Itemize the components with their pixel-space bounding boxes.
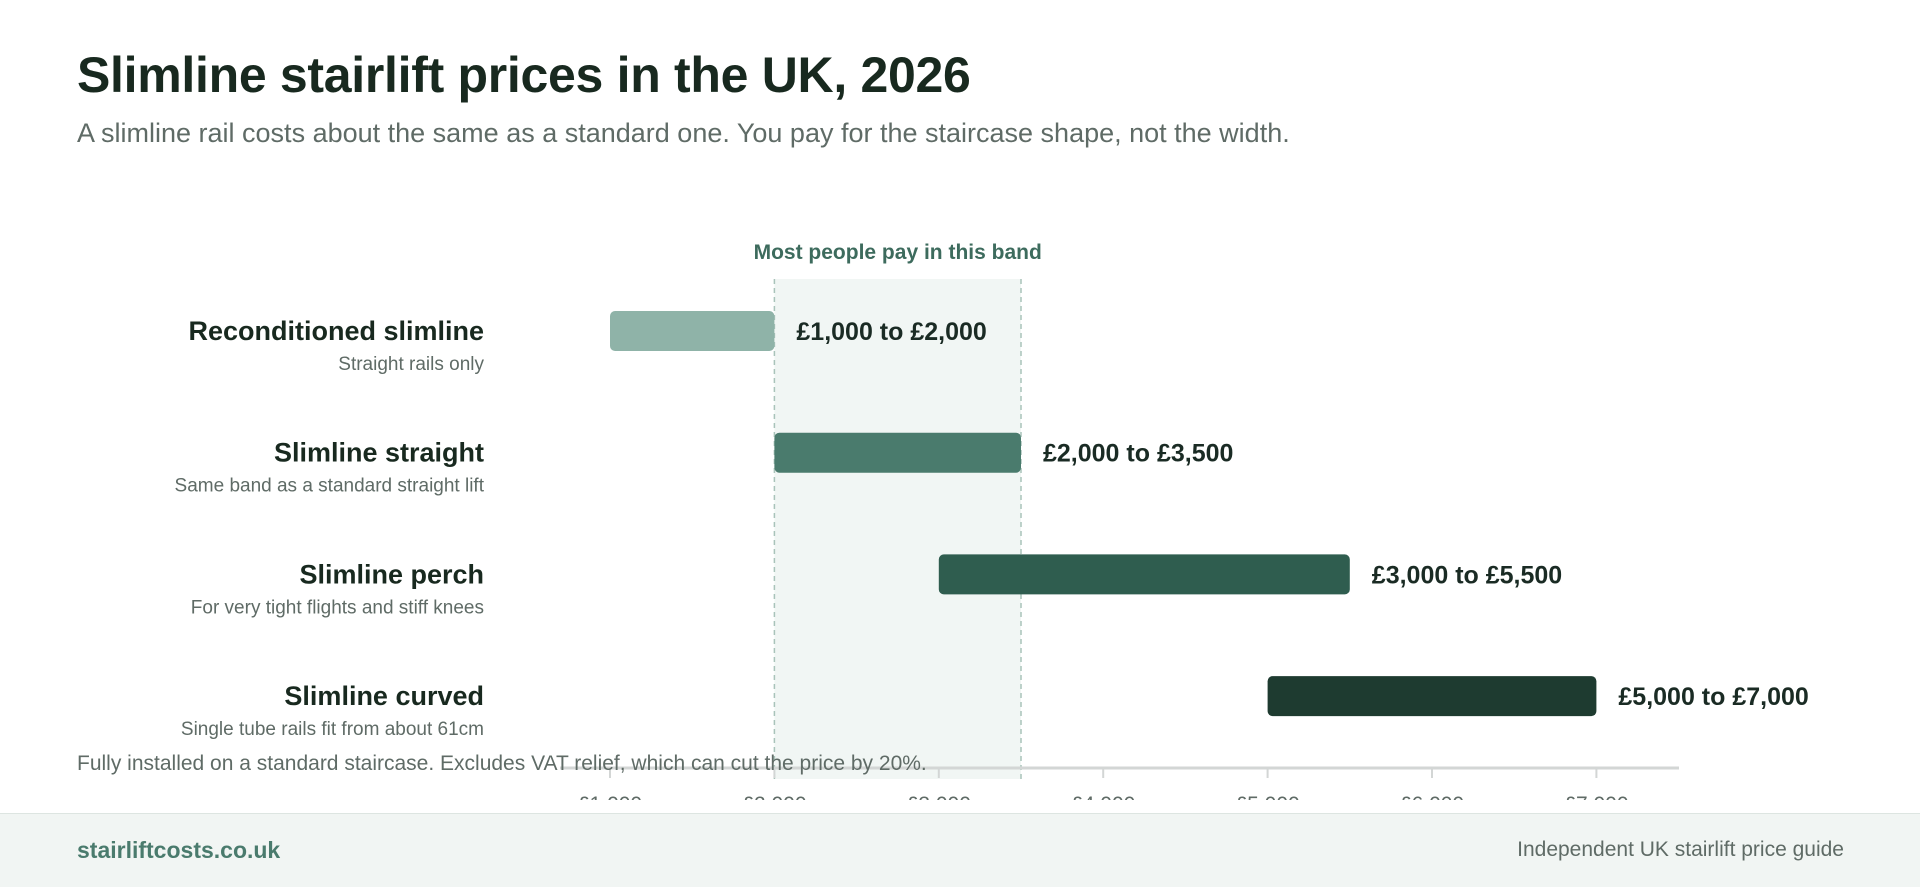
x-tick-label: £5,000 xyxy=(1235,793,1299,800)
typical-band-area xyxy=(774,279,1021,779)
row-category-label: Slimline straight xyxy=(274,438,484,468)
row-category-label: Slimline curved xyxy=(284,681,484,711)
row-category-note: Same band as a standard straight lift xyxy=(175,476,485,497)
x-tick-label: £4,000 xyxy=(1071,793,1135,800)
chart-footnote: Fully installed on a standard staircase.… xyxy=(77,752,927,775)
price-range-chart: Most people pay in this band £1,000 £2,000… xyxy=(175,241,1809,800)
site-name: stairliftcosts.co.uk xyxy=(77,837,281,863)
row-category-label: Slimline perch xyxy=(299,559,484,589)
price-range-bar xyxy=(1267,676,1597,717)
price-range-bar xyxy=(610,311,775,351)
row-category-note: Straight rails only xyxy=(338,354,484,375)
price-range-bar xyxy=(938,554,1350,595)
x-tick-label: £1,000 xyxy=(578,793,642,800)
page-title: Slimline stairlift prices in the UK, 202… xyxy=(77,47,971,103)
range-value-label: £5,000 to £7,000 xyxy=(1618,683,1808,711)
site-tagline: Independent UK stairlift price guide xyxy=(1517,838,1844,861)
range-value-label: £2,000 to £3,500 xyxy=(1043,440,1233,468)
x-tick-label: £6,000 xyxy=(1400,793,1464,800)
row-category-label: Reconditioned slimline xyxy=(188,316,484,346)
band-label: Most people pay in this band xyxy=(754,241,1042,264)
price-range-bar xyxy=(774,432,1021,473)
range-value-label: £3,000 to £5,500 xyxy=(1372,561,1562,589)
x-tick-label: £3,000 xyxy=(907,793,971,800)
row-category-note: Single tube rails fit from about 61cm xyxy=(181,719,484,740)
range-value-label: £1,000 to £2,000 xyxy=(796,318,986,346)
x-tick-label: £7,000 xyxy=(1564,793,1628,800)
x-tick-label: £2,000 xyxy=(742,793,806,800)
page-subtitle: A slimline rail costs about the same as … xyxy=(77,118,1290,148)
row-category-note: For very tight flights and stiff knees xyxy=(191,597,484,618)
page-footer: stairliftcosts.co.uk Independent UK stai… xyxy=(0,813,1920,887)
